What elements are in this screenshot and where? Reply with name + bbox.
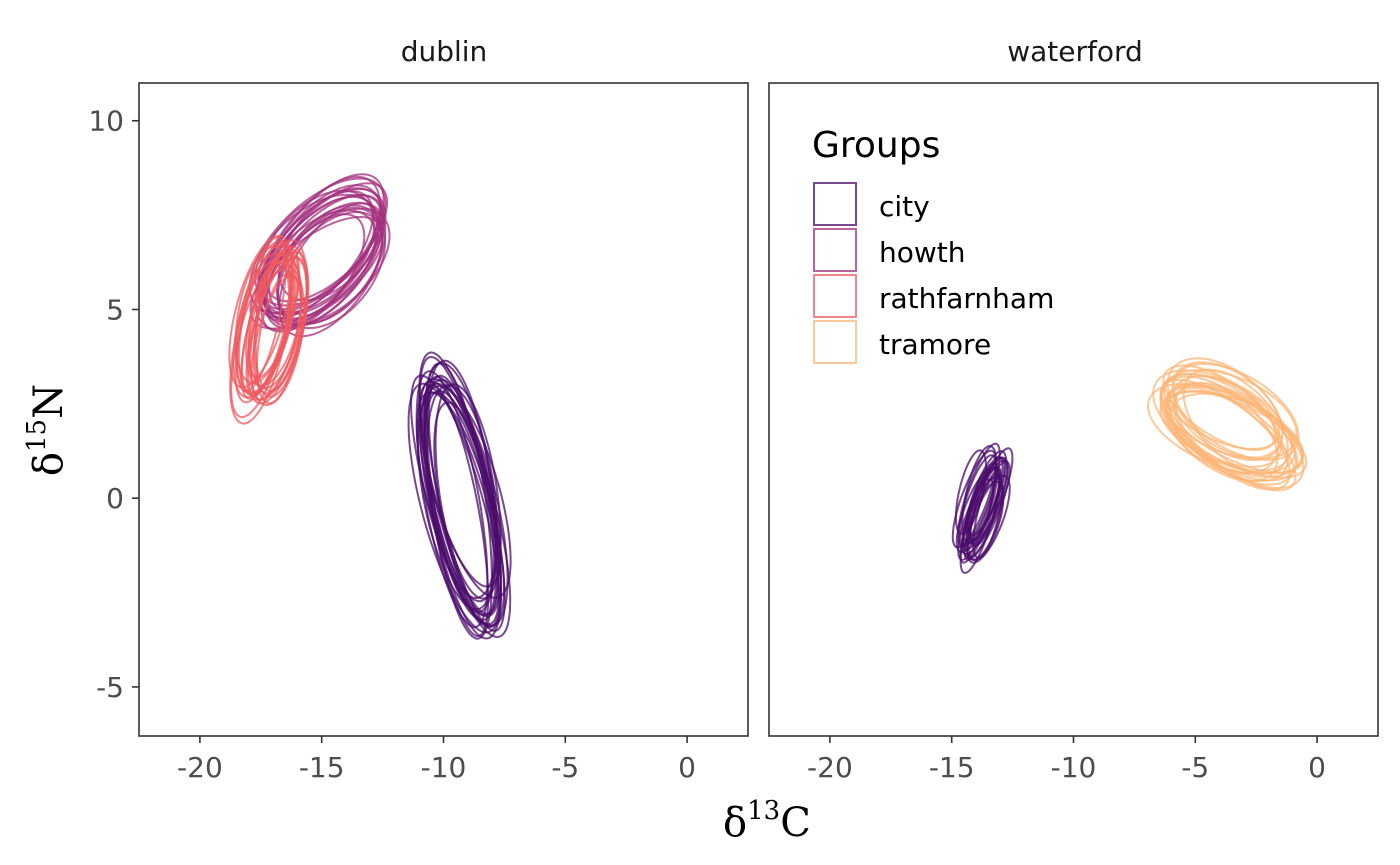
ellipse-dublin-howth (264, 201, 383, 330)
y-tick-label: 5 (106, 293, 124, 326)
ellipse-waterford-tramore (1159, 375, 1279, 483)
ellipse-dublin-city (423, 389, 503, 640)
ellipse-dublin-city (419, 377, 502, 588)
y-axis-title-main: δ (26, 452, 72, 476)
legend-label-rathfarnham: rathfarnham (879, 282, 1054, 315)
ellipse-waterford-tramore (1171, 361, 1284, 459)
x-tick-label: -20 (807, 751, 853, 784)
ellipse-layer-waterford (951, 357, 1308, 575)
x-tick-label: -15 (929, 751, 975, 784)
ellipse-waterford-city (963, 460, 1011, 561)
ellipse-waterford-city (966, 450, 1008, 537)
panel-dublin (228, 173, 512, 640)
ellipse-dublin-rathfarnham (247, 256, 308, 405)
legend-title: Groups (812, 125, 940, 166)
legend-key-city (813, 182, 857, 226)
y-tick-label: 10 (88, 105, 124, 138)
x-tick-label: -10 (421, 751, 467, 784)
ellipse-layer-dublin (228, 173, 512, 640)
y-tick-label: 0 (106, 482, 124, 515)
legend-label-city: city (879, 190, 930, 223)
legend-key-howth (813, 228, 857, 272)
ellipse-waterford-city (962, 465, 1002, 559)
panel-title-dublin: dublin (401, 35, 488, 68)
ellipse-waterford-city (966, 474, 1011, 564)
x-tick-label: 0 (678, 751, 696, 784)
ellipse-dublin-city (434, 383, 502, 600)
ellipse-waterford-tramore (1159, 390, 1305, 475)
panel-border-waterford (768, 82, 1379, 737)
x-tick-label: -5 (551, 751, 579, 784)
y-tick-label: -5 (96, 671, 124, 704)
ellipse-dublin-rathfarnham (245, 258, 303, 387)
x-tick-label: -5 (1181, 751, 1209, 784)
legend: Groups city howth rathfarnham tramore (812, 125, 1054, 364)
legend-label-tramore: tramore (879, 328, 991, 361)
ellipse-dublin-howth (276, 210, 384, 326)
ellipse-waterford-city (961, 444, 998, 545)
x-tick-label: -15 (299, 751, 345, 784)
y-axis-title-superscript: 15 (22, 419, 52, 452)
ellipse-dublin-rathfarnham (229, 259, 291, 425)
legend-key-tramore (813, 320, 857, 364)
panel-border-dublin (138, 82, 749, 737)
panel-title-waterford: waterford (1007, 35, 1143, 68)
x-tick-label: 0 (1308, 751, 1326, 784)
panel-waterford (951, 357, 1308, 575)
x-tick-label: -20 (177, 751, 223, 784)
ellipse-waterford-tramore (1162, 364, 1277, 451)
axis-ticks: -20 -15 -10 -5 0 -20 -15 -10 -5 0 -5 0 5 10 (88, 105, 1326, 784)
ellipse-dublin-city (425, 384, 499, 600)
y-axis-title-tail: N (26, 384, 72, 419)
ellipse-waterford-city (972, 473, 1003, 559)
ellipse-dublin-city (415, 390, 505, 627)
ellipse-dublin-city (407, 382, 502, 634)
svg-text:δ15N: δ15N (22, 384, 72, 476)
legend-label-howth: howth (879, 236, 966, 269)
ellipse-waterford-tramore (1152, 369, 1293, 472)
y-axis-title: δ15N (22, 384, 72, 476)
x-axis-title: δ13C (723, 796, 811, 846)
ellipse-dublin-city (410, 374, 500, 626)
x-axis-title-superscript: 13 (747, 796, 780, 826)
x-axis-title-tail: C (780, 800, 811, 846)
legend-key-rathfarnham (813, 274, 857, 318)
x-axis-title-main: δ (723, 800, 747, 846)
x-tick-label: -10 (1051, 751, 1097, 784)
